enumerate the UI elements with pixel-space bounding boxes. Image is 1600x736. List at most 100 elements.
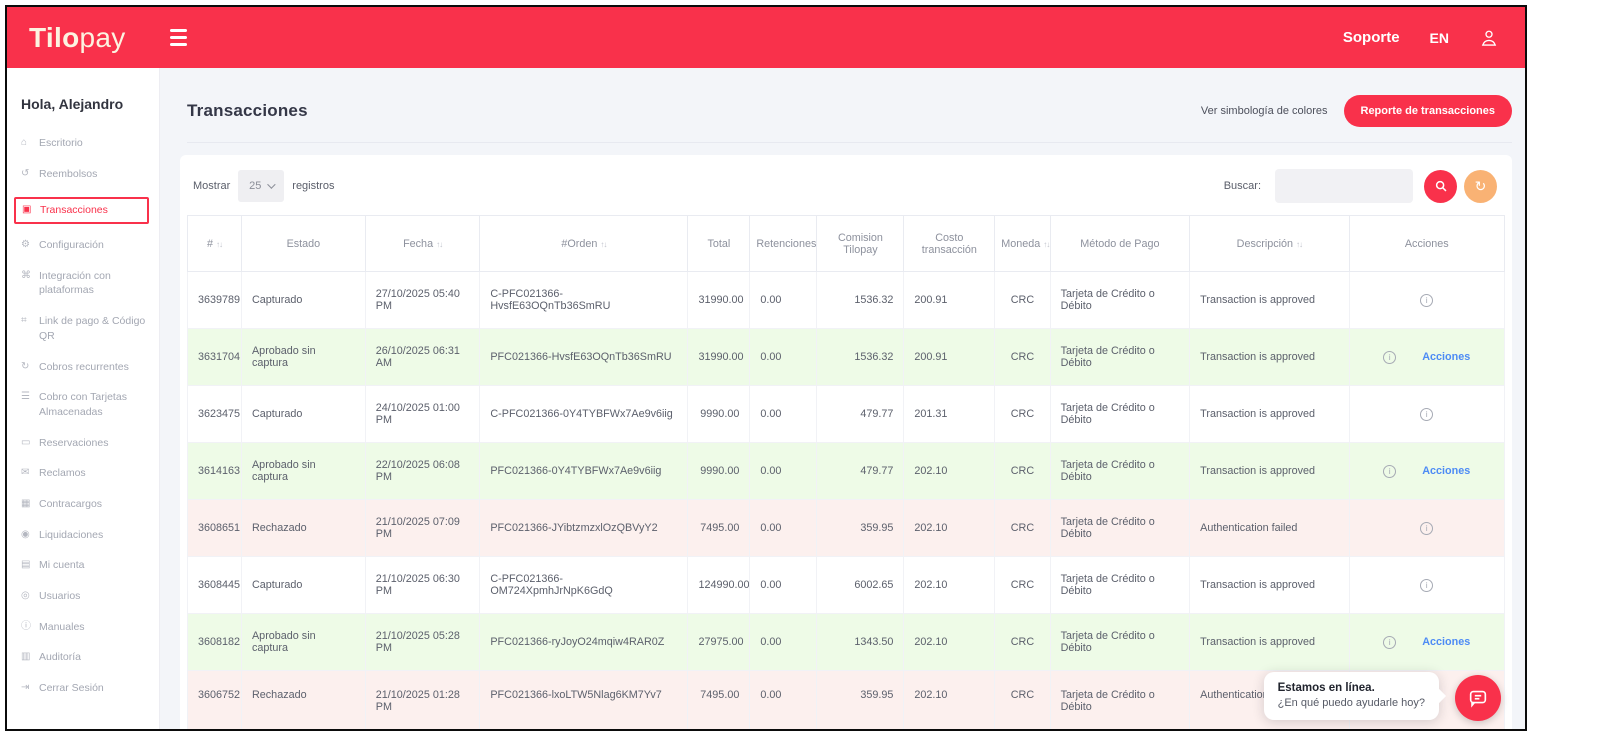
info-icon[interactable]: i <box>1420 407 1434 421</box>
cell-acciones: i <box>1348 385 1506 443</box>
sidebar-item-reclamos[interactable]: ✉ Reclamos <box>21 466 149 481</box>
chat-launcher-button[interactable] <box>1455 675 1501 721</box>
language-switcher[interactable]: EN <box>1429 29 1449 46</box>
transactions-report-button[interactable]: Reporte de transacciones <box>1343 95 1512 127</box>
col-estado-header: Estado <box>240 215 366 272</box>
cell-estado: Capturado <box>240 271 366 329</box>
sidebar-item-cobros-recurrentes[interactable]: ↻ Cobros recurrentes <box>21 360 149 375</box>
sidebar-item-usuarios[interactable]: ◎ Usuarios <box>21 589 149 604</box>
cell-comision: 1343.50 <box>816 613 905 671</box>
cell-orden: PFC021366-HvsfE63OQnTb36SmRU <box>479 328 689 386</box>
liquidaciones-icon: ◉ <box>21 528 30 540</box>
cell-comision: 479.77 <box>816 385 905 443</box>
acciones-link[interactable]: Acciones <box>1422 351 1471 363</box>
cell-moneda: CRC <box>994 613 1051 671</box>
sidebar-item-label: Cobros recurrentes <box>39 360 129 373</box>
cell-num: 3614163 <box>187 442 242 500</box>
sidebar-item-manuales[interactable]: ⓘ Manuales <box>21 620 149 635</box>
search-button[interactable] <box>1424 169 1457 203</box>
info-icon[interactable]: i <box>1420 521 1434 535</box>
column-label: # <box>206 237 213 250</box>
column-label: Costo transacción <box>921 231 977 256</box>
acciones-link[interactable]: Acciones <box>1422 465 1471 477</box>
sidebar-item-cerrar-sesion[interactable]: ⇥ Cerrar Sesión <box>21 681 149 696</box>
cell-descripcion: Transaction is approved <box>1189 556 1350 614</box>
cell-comision: 479.77 <box>816 442 905 500</box>
info-icon[interactable]: i <box>1383 635 1397 649</box>
sidebar-item-reembolsos[interactable]: ↺ Reembolsos <box>21 167 149 182</box>
sidebar-item-label: Cobro con Tarjetas Almacenadas <box>39 391 127 418</box>
cell-descripcion: Authentication failed <box>1189 499 1350 557</box>
sidebar-item-label: Transacciones <box>40 204 108 217</box>
col-fecha-header[interactable]: Fecha ↑↓ <box>364 215 481 272</box>
sort-icon[interactable]: ↑↓ <box>216 239 223 249</box>
sidebar-item-label: Integración con plataformas <box>39 269 111 297</box>
cell-estado: Rechazado <box>240 670 366 729</box>
sidebar-item-mi-cuenta[interactable]: ▤ Mi cuenta <box>21 558 149 573</box>
color-legend-link[interactable]: Ver simbología de colores <box>1200 105 1328 117</box>
cell-costo: 201.31 <box>903 385 996 443</box>
sidebar-item-reservaciones[interactable]: ▭ Reservaciones <box>21 436 149 451</box>
cell-comision: 359.95 <box>816 670 905 729</box>
sidebar-item-auditoria[interactable]: ▥ Auditoría <box>21 650 149 665</box>
refresh-button[interactable]: ↻ <box>1464 169 1497 203</box>
cell-metodo: Tarjeta de Crédito o Débito <box>1049 385 1191 443</box>
cell-costo: 200.91 <box>903 271 996 329</box>
column-label: Descripción <box>1236 237 1294 250</box>
cell-num: 3639789 <box>187 271 242 329</box>
transactions-card: Mostrar 25 registros Buscar: <box>180 155 1512 729</box>
col-moneda-header[interactable]: Moneda ↑↓ <box>994 215 1051 272</box>
sort-icon[interactable]: ↑↓ <box>600 239 607 249</box>
cell-num: 3623475 <box>187 385 242 443</box>
cell-acciones: i Acciones <box>1348 442 1506 500</box>
cell-orden: PFC021366-0Y4TYBFWx7Ae9v6iig <box>479 442 689 500</box>
tilopay-logo[interactable]: Tilopay <box>29 22 126 54</box>
cell-metodo: Tarjeta de Crédito o Débito <box>1049 499 1191 557</box>
cell-moneda: CRC <box>994 670 1051 729</box>
sidebar-item-label: Manuales <box>39 620 85 633</box>
sort-icon[interactable]: ↑↓ <box>1296 239 1303 249</box>
search-input[interactable] <box>1275 169 1413 203</box>
cell-retenciones: 0.00 <box>749 442 818 500</box>
col-num-header[interactable]: # ↑↓ <box>187 215 242 272</box>
cell-moneda: CRC <box>994 499 1051 557</box>
sort-icon[interactable]: ↑↓ <box>1043 239 1050 249</box>
info-icon[interactable]: i <box>1420 293 1434 307</box>
sidebar-item-integracion-con-plataformas[interactable]: ⌘ Integración con plataformas <box>21 269 149 298</box>
sidebar-item-transacciones[interactable]: ▣ Transacciones <box>14 197 149 225</box>
cell-fecha: 26/10/2025 06:31 AM <box>364 328 481 386</box>
page-size-select[interactable]: 25 <box>238 170 285 202</box>
info-icon[interactable]: i <box>1420 578 1434 592</box>
cell-costo: 202.10 <box>903 613 996 671</box>
sidebar-item-escritorio[interactable]: ⌂ Escritorio <box>21 136 149 151</box>
reclamos-icon: ✉ <box>21 467 30 479</box>
sidebar-item-link-de-pago-codigo-qr[interactable]: ⌗ Link de pago & Código QR <box>21 314 149 343</box>
sidebar: Hola, Alejandro ⌂ Escritorio ↺ Reembolsos ▣ T… <box>7 68 160 729</box>
acciones-link[interactable]: Acciones <box>1422 636 1471 648</box>
cell-orden: PFC021366-lxoLTW5Nlag6KM7Yv7 <box>479 670 689 729</box>
info-icon[interactable]: i <box>1383 464 1397 478</box>
user-profile-icon[interactable] <box>1479 28 1499 48</box>
sidebar-item-label: Cerrar Sesión <box>39 682 104 695</box>
chat-bubble-icon <box>1469 690 1487 708</box>
sidebar-item-configuracion[interactable]: ⚙ Configuración <box>21 238 149 253</box>
info-icon[interactable]: i <box>1383 350 1397 364</box>
cell-comision: 1536.32 <box>816 328 905 386</box>
sidebar-item-cobro-con-tarjetas-almacenadas[interactable]: ☰ Cobro con Tarjetas Almacenadas <box>21 390 149 419</box>
cell-retenciones: 0.00 <box>749 271 818 329</box>
cell-moneda: CRC <box>994 328 1051 386</box>
sidebar-item-contracargos[interactable]: ▦ Contracargos <box>21 497 149 512</box>
menu-toggle-icon[interactable] <box>169 29 187 46</box>
cell-orden: PFC021366-ryJoyO24mqiw4RAR0Z <box>479 613 689 671</box>
sidebar-item-liquidaciones[interactable]: ◉ Liquidaciones <box>21 528 149 543</box>
cell-metodo: Tarjeta de Crédito o Débito <box>1049 271 1191 329</box>
mi-cuenta-icon: ▤ <box>21 559 31 571</box>
col-descripcion-header[interactable]: Descripción ↑↓ <box>1189 215 1350 272</box>
support-link[interactable]: Soporte <box>1342 29 1400 46</box>
cell-total: 31990.00 <box>687 271 751 329</box>
sidebar-item-label: Reembolsos <box>39 167 98 180</box>
transacciones-icon: ▣ <box>22 204 32 216</box>
col-orden-header[interactable]: #Orden ↑↓ <box>479 215 689 272</box>
reservaciones-icon: ▭ <box>21 436 31 448</box>
sort-icon[interactable]: ↑↓ <box>436 239 443 249</box>
